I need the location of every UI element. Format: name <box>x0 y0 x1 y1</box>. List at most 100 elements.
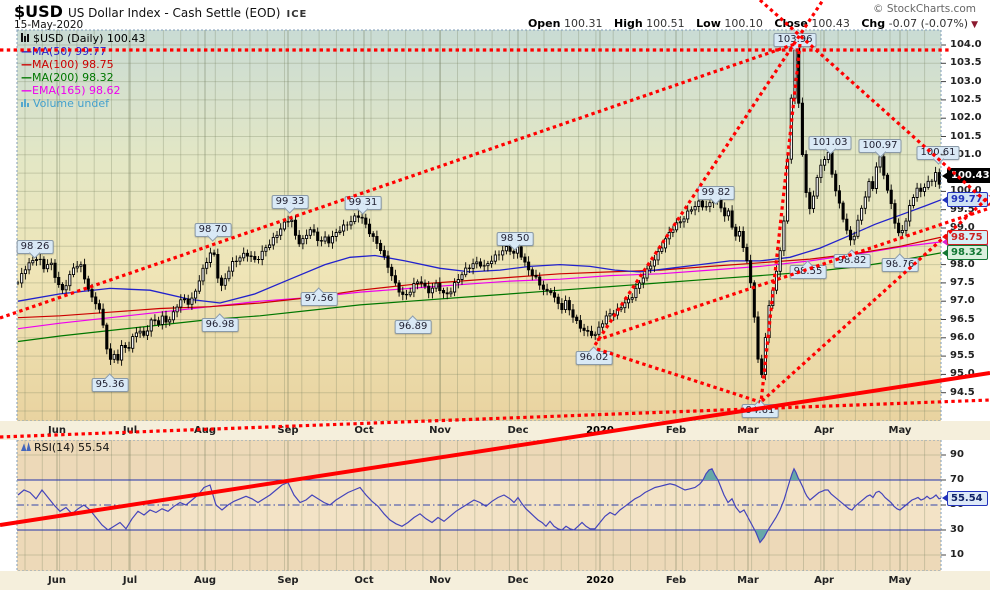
month-label-dec: Dec <box>507 575 529 586</box>
annotation-103.96: 103.96 <box>773 32 817 52</box>
annotation-98.82: 98.82 <box>833 249 871 269</box>
month-label-may: May <box>888 575 912 586</box>
price-tag-99.77: 99.77 <box>942 192 988 208</box>
price-tick-label: 96.0 <box>950 331 975 343</box>
month-label-2020: 2020 <box>586 425 614 436</box>
month-label-aug: Aug <box>193 575 217 586</box>
line-swatch-icon: — <box>21 58 32 71</box>
exchange-label: ICE <box>286 9 308 20</box>
legend-overlay-row[interactable]: —EMA(165) 98.62 <box>21 84 145 97</box>
chg-label: Chg <box>861 17 886 30</box>
main-legend: $USD (Daily) 100.43 —MA(50) 99.77 —MA(100… <box>21 32 145 110</box>
annotation-98.26: 98.26 <box>16 240 54 259</box>
price-tick-label: 97.5 <box>950 276 975 288</box>
open-value: 100.31 <box>563 17 603 30</box>
close-value: 100.43 <box>811 17 850 30</box>
legend-volume-row[interactable]: Volume undef <box>21 97 145 110</box>
month-label-may: May <box>888 425 912 436</box>
low-label: Low <box>696 17 721 30</box>
month-label-feb: Feb <box>665 575 687 586</box>
rsi-legend-label: RSI(14) 55.54 <box>34 441 110 454</box>
price-tag-98.75: 98.75 <box>942 229 988 245</box>
price-tick-label: 101.5 <box>950 130 982 142</box>
close-label: Close <box>774 17 808 30</box>
line-swatch-icon: — <box>21 71 32 84</box>
legend-overlay-row[interactable]: —MA(100) 98.75 <box>21 58 145 71</box>
annotation-value: 96.98 <box>205 318 235 330</box>
line-swatch-icon: — <box>21 84 32 97</box>
rsi-tick-label: 10 <box>950 549 964 560</box>
overlay-label: MA(100) 98.75 <box>32 58 114 71</box>
legend-overlay-rows: —MA(50) 99.77 —MA(100) 98.75 —MA(200) 98.3… <box>21 45 145 97</box>
month-label-aug: Aug <box>193 425 217 436</box>
annotation-100.61: 100.61 <box>916 146 960 165</box>
month-label-dec: Dec <box>507 425 529 436</box>
price-tick-label: 94.5 <box>950 386 975 398</box>
open-label: Open <box>527 17 561 30</box>
chart-title: $USD US Dollar Index - Cash Settle (EOD) I… <box>14 2 307 21</box>
legend-symbol-label: $USD (Daily) 100.43 <box>33 32 146 45</box>
low-value: 100.10 <box>724 17 763 30</box>
annotation-98.55: 98.55 <box>789 260 827 280</box>
month-label-jun: Jun <box>48 575 66 586</box>
price-tick-label: 95.5 <box>950 350 975 362</box>
month-label-jun: Jun <box>48 425 66 436</box>
rsi-legend[interactable]: RSI(14) 55.54 <box>21 441 109 454</box>
rsi-date-axis: Jun Jul Aug Sep Oct Nov Dec 2020 Feb Mar Apr May <box>0 571 990 590</box>
month-label-jul: Jul <box>122 425 138 436</box>
rsi-tick-label: 90 <box>950 449 964 460</box>
annotation-99.82: 99.82 <box>697 186 735 205</box>
price-tick-label: 102.0 <box>950 112 982 124</box>
copyright-label: © StockCharts.com <box>873 3 976 15</box>
price-tick-label: 104.0 <box>950 39 982 50</box>
month-label-nov: Nov <box>429 425 451 436</box>
chg-down-arrow-icon: ▼ <box>971 20 978 30</box>
annotation-98.76: 98.76 <box>881 253 919 272</box>
annotation-100.97: 100.97 <box>858 138 902 158</box>
rsi-tick-label: 30 <box>950 524 964 535</box>
high-value: 100.51 <box>646 17 685 30</box>
price-tick-label: 102.5 <box>950 93 982 105</box>
legend-volume-label: Volume undef <box>33 97 109 110</box>
price-tick-label: 96.5 <box>950 313 975 325</box>
candlestick-chart-icon <box>21 33 30 42</box>
indicator-mountain-icon <box>21 442 31 451</box>
line-swatch-icon: — <box>21 45 32 58</box>
volume-bars-icon <box>21 99 30 107</box>
symbol-label: $USD <box>14 2 63 21</box>
annotation-98.50: 98.50 <box>496 231 534 251</box>
month-label-mar: Mar <box>737 425 759 436</box>
month-label-sep: Sep <box>277 575 299 586</box>
annotation-96.89: 96.89 <box>394 315 432 335</box>
annotation-94.61: 94.61 <box>741 399 779 419</box>
price-tick-label: 95.0 <box>950 368 975 380</box>
main-date-axis: Jun Jul Aug Sep Oct Nov Dec 2020 Feb Mar Apr May <box>0 421 990 440</box>
overlay-label: EMA(165) 98.62 <box>32 84 121 97</box>
overlay-label: MA(200) 98.32 <box>32 71 114 84</box>
chart-date: 15-May-2020 <box>14 19 84 31</box>
month-label-2020: 2020 <box>586 575 614 586</box>
annotation-value: 96.89 <box>398 321 428 333</box>
month-label-sep: Sep <box>277 425 299 436</box>
annotation-value: 96.02 <box>579 351 609 363</box>
month-label-oct: Oct <box>354 575 374 586</box>
month-label-mar: Mar <box>737 575 759 586</box>
legend-overlay-row[interactable]: —MA(200) 98.32 <box>21 71 145 84</box>
month-label-feb: Feb <box>665 425 687 436</box>
month-label-apr: Apr <box>814 425 834 436</box>
month-label-jul: Jul <box>122 575 138 586</box>
annotation-95.36: 95.36 <box>91 372 129 392</box>
high-label: High <box>613 17 643 30</box>
price-tick-label: 103.5 <box>950 57 982 69</box>
legend-symbol-row[interactable]: $USD (Daily) 100.43 <box>21 32 145 45</box>
annotation-99.33: 99.33 <box>271 195 309 214</box>
annotation-101.03: 101.03 <box>808 135 852 155</box>
price-tag-55.54: 55.54 <box>942 490 988 506</box>
price-tick-label: 103.0 <box>950 75 982 87</box>
overlay-label: MA(50) 99.77 <box>32 45 107 58</box>
rsi-tick-label: 70 <box>950 474 964 485</box>
legend-overlay-row[interactable]: —MA(50) 99.77 <box>21 45 145 58</box>
month-label-nov: Nov <box>429 575 451 586</box>
annotation-98.70: 98.70 <box>194 222 232 242</box>
